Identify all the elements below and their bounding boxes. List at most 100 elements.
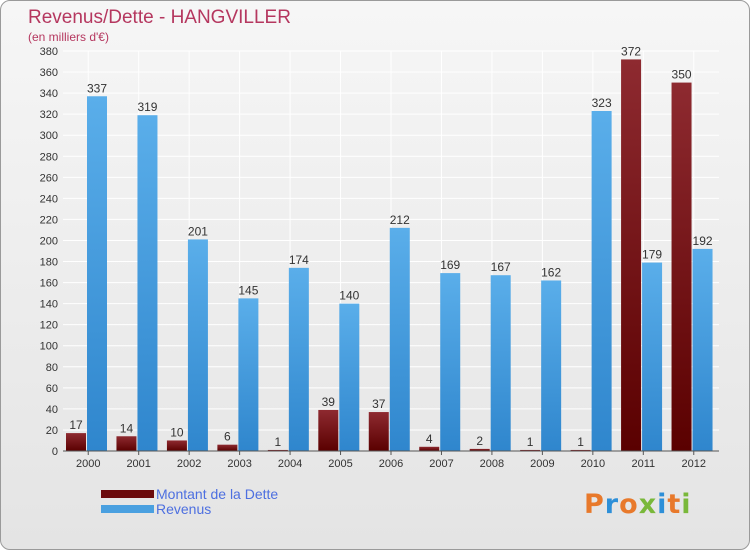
bar-debt bbox=[166, 440, 187, 451]
x-tick-label: 2003 bbox=[227, 458, 251, 470]
bar-revenue bbox=[339, 303, 360, 451]
x-tick-label: 2008 bbox=[480, 458, 504, 470]
y-tick-label: 160 bbox=[40, 278, 58, 290]
logo-letter: x bbox=[638, 489, 658, 520]
logo-letter: r bbox=[604, 489, 620, 520]
legend-swatch-revenue bbox=[101, 505, 154, 513]
bar-revenue bbox=[87, 96, 107, 452]
data-label-revenue: 212 bbox=[390, 213, 410, 227]
bar-revenue bbox=[591, 111, 612, 451]
data-label-revenue: 167 bbox=[491, 260, 511, 274]
bar-debt bbox=[570, 449, 591, 451]
data-label-revenue: 179 bbox=[642, 248, 662, 262]
bar-revenue bbox=[187, 239, 208, 451]
data-label-revenue: 145 bbox=[238, 283, 258, 297]
data-label-revenue: 323 bbox=[592, 96, 612, 110]
bar-debt bbox=[318, 409, 339, 451]
legend-label-debt: Montant de la Dette bbox=[156, 486, 279, 502]
proxiti-logo: Proxiti bbox=[584, 489, 692, 520]
bar-debt bbox=[621, 59, 642, 451]
y-tick-label: 220 bbox=[40, 214, 58, 226]
y-tick-label: 60 bbox=[46, 383, 58, 395]
y-tick-label: 180 bbox=[40, 257, 58, 269]
y-tick-label: 20 bbox=[46, 425, 58, 437]
data-label-debt: 39 bbox=[322, 395, 336, 409]
x-tick-label: 2006 bbox=[379, 458, 403, 470]
bar-debt bbox=[217, 444, 238, 451]
bar-debt bbox=[368, 412, 389, 451]
x-tick-label: 2000 bbox=[76, 458, 100, 470]
data-label-revenue: 319 bbox=[137, 100, 157, 114]
bar-revenue bbox=[541, 280, 562, 451]
data-label-debt: 6 bbox=[224, 430, 231, 444]
data-label-revenue: 162 bbox=[541, 265, 561, 279]
y-tick-label: 140 bbox=[40, 299, 58, 311]
y-tick-label: 80 bbox=[46, 362, 58, 374]
y-tick-label: 300 bbox=[40, 130, 58, 142]
data-label-revenue: 201 bbox=[188, 224, 208, 238]
data-label-debt: 17 bbox=[69, 418, 83, 432]
y-tick-label: 40 bbox=[46, 404, 58, 416]
bar-revenue bbox=[137, 115, 158, 452]
logo-letter: t bbox=[667, 489, 682, 520]
x-tick-label: 2007 bbox=[429, 458, 453, 470]
data-label-revenue: 192 bbox=[693, 234, 713, 248]
logo-letter: i bbox=[681, 489, 692, 520]
y-tick-label: 280 bbox=[40, 151, 58, 163]
data-label-debt: 4 bbox=[426, 432, 433, 446]
data-label-debt: 2 bbox=[476, 434, 483, 448]
bar-revenue bbox=[440, 273, 461, 451]
data-label-debt: 37 bbox=[372, 397, 386, 411]
y-tick-label: 100 bbox=[40, 341, 58, 353]
data-labels: 17 337 14 319 10 201 6 145 1 174 39 140 37 212 4 169 2 16… bbox=[69, 44, 713, 449]
axes: 0 20 40 60 80 100 120 140 160 180 200 220 240 260 280 3… bbox=[40, 46, 719, 470]
data-label-debt: 372 bbox=[621, 44, 641, 58]
x-tick-label: 2004 bbox=[278, 458, 302, 470]
x-tick-label: 2012 bbox=[682, 458, 706, 470]
y-tick-label: 360 bbox=[40, 67, 58, 79]
data-label-debt: 350 bbox=[672, 68, 692, 82]
bar-revenue bbox=[389, 227, 410, 451]
data-label-debt: 10 bbox=[170, 425, 184, 439]
bar-debt bbox=[66, 433, 86, 451]
bar-debt bbox=[267, 449, 288, 451]
data-label-debt: 1 bbox=[577, 435, 584, 449]
legend-label-revenue: Revenus bbox=[156, 501, 212, 517]
chart-title: Revenus/Dette - HANGVILLER bbox=[28, 7, 291, 28]
data-label-debt: 1 bbox=[275, 435, 282, 449]
data-label-debt: 14 bbox=[120, 421, 134, 435]
data-label-revenue: 140 bbox=[339, 289, 359, 303]
bar-revenue bbox=[490, 275, 511, 451]
x-tick-label: 2009 bbox=[530, 458, 554, 470]
x-tick-label: 2002 bbox=[177, 458, 201, 470]
y-tick-label: 240 bbox=[40, 193, 58, 205]
x-tick-label: 2011 bbox=[631, 458, 655, 470]
bar-debt bbox=[469, 448, 490, 451]
data-label-revenue: 174 bbox=[289, 253, 309, 267]
y-tick-label: 380 bbox=[40, 46, 58, 58]
x-tick-label: 2001 bbox=[126, 458, 150, 470]
data-label-debt: 1 bbox=[527, 435, 534, 449]
logo-letter: i bbox=[657, 489, 668, 520]
bar-debt bbox=[520, 449, 541, 451]
logo-letter: P bbox=[584, 489, 605, 520]
y-tick-label: 320 bbox=[40, 109, 58, 121]
bar-revenue bbox=[288, 267, 309, 451]
bar-revenue bbox=[692, 248, 713, 451]
y-tick-label: 0 bbox=[52, 446, 58, 458]
chart-subtitle: (en milliers d'€) bbox=[28, 30, 109, 44]
logo-letter: o bbox=[619, 489, 639, 520]
bar-debt bbox=[116, 436, 137, 451]
bars bbox=[66, 59, 713, 452]
bar-revenue bbox=[238, 298, 259, 451]
bar-debt bbox=[419, 446, 440, 451]
bar-debt bbox=[671, 82, 692, 451]
y-tick-label: 200 bbox=[40, 235, 58, 247]
data-label-revenue: 337 bbox=[87, 81, 107, 95]
y-tick-label: 340 bbox=[40, 88, 58, 100]
bar-revenue bbox=[642, 262, 663, 451]
y-tick-label: 120 bbox=[40, 320, 58, 332]
x-tick-label: 2005 bbox=[328, 458, 352, 470]
